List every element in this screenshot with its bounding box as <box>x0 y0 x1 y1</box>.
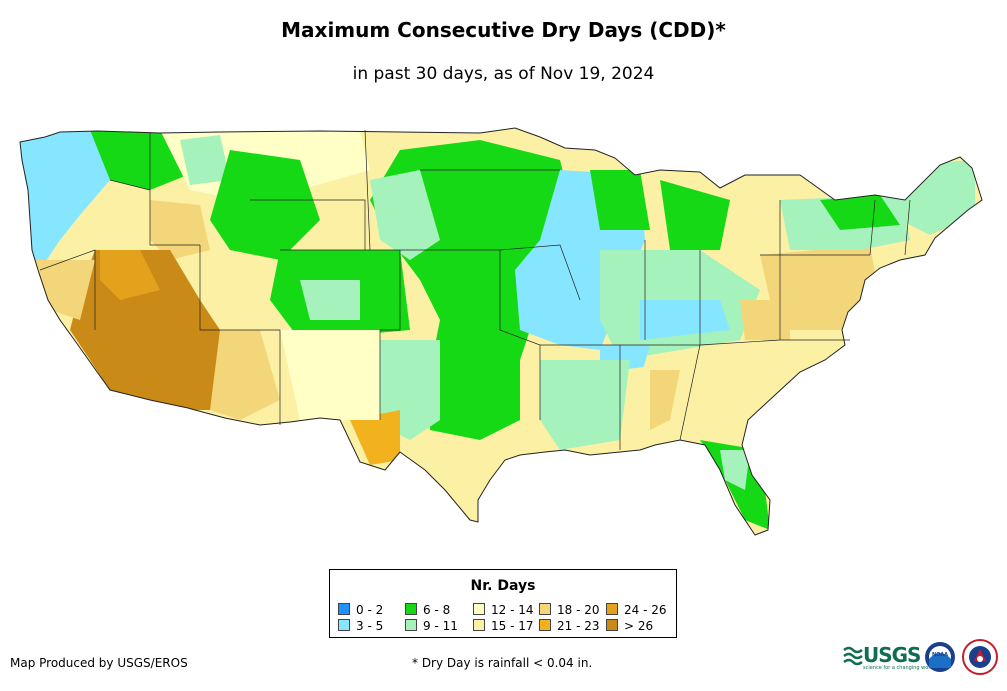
noaa-wordmark: NOAA <box>932 652 948 658</box>
legend-swatch <box>539 603 551 615</box>
legend-item-18-20: 18 - 20 <box>539 603 600 617</box>
legend-swatch <box>606 603 618 615</box>
legend-swatch <box>473 603 485 615</box>
legend-swatch <box>473 619 485 631</box>
legend-swatch <box>606 619 618 631</box>
legend-title: Nr. Days <box>470 578 536 594</box>
us-cdd-map <box>19 127 983 536</box>
state-boundaries <box>39 129 911 450</box>
legend-swatch <box>405 603 417 615</box>
legend-swatch <box>338 619 350 631</box>
legend-item-0-2: 0 - 2 <box>338 603 383 617</box>
dry-day-footnote: * Dry Day is rainfall < 0.04 in. <box>412 656 593 670</box>
legend-item-9-11: 9 - 11 <box>405 619 458 633</box>
usgs-logo: USGS science for a changing world <box>843 643 935 671</box>
usgs-wordmark: USGS <box>863 643 921 667</box>
legend-item-15-17: 15 - 17 <box>473 619 534 633</box>
credit-text: Map Produced by USGS/EROS <box>10 656 188 670</box>
legend-item-6-8: 6 - 8 <box>405 603 450 617</box>
legend-item-21-23: 21 - 23 <box>539 619 600 633</box>
map-subtitle: in past 30 days, as of Nov 19, 2024 <box>352 64 655 84</box>
legend-item-12-14: 12 - 14 <box>473 603 534 617</box>
legend-swatch <box>405 619 417 631</box>
legend: Nr. Days 0 - 2 3 - 5 6 - 8 9 - 11 12 - 1… <box>329 569 677 638</box>
legend-item-3-5: 3 - 5 <box>338 619 383 633</box>
noaa-logo: NOAA <box>925 642 955 672</box>
usgs-tagline: science for a changing world <box>863 665 935 671</box>
legend-item-24-26: 24 - 26 <box>606 603 667 617</box>
legend-swatch <box>539 619 551 631</box>
cdd-colored-regions <box>20 128 982 535</box>
map-title: Maximum Consecutive Dry Days (CDD)* <box>281 18 726 42</box>
nws-logo <box>962 639 998 675</box>
legend-swatch <box>338 603 350 615</box>
usgs-wave-icon <box>843 646 863 666</box>
legend-item-over-26: > 26 <box>606 619 653 633</box>
